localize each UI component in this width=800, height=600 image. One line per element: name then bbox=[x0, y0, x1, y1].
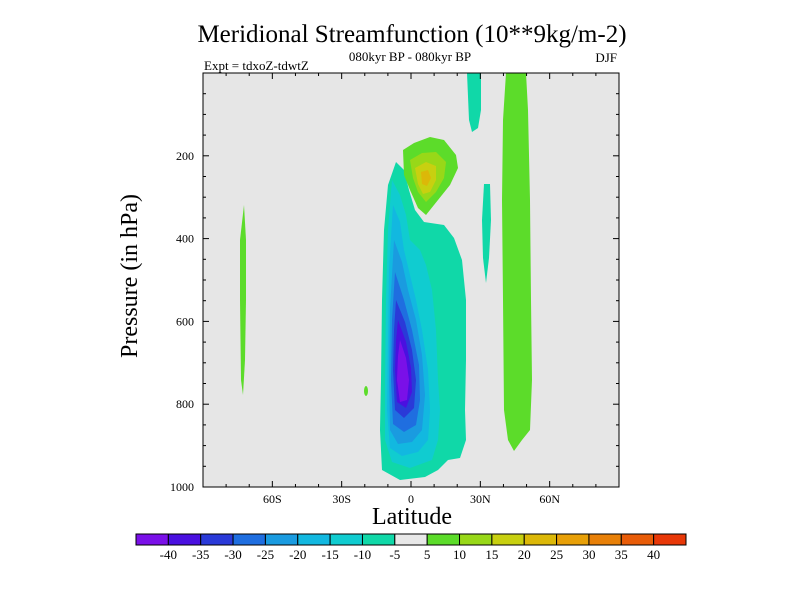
colorbar-swatch bbox=[361, 533, 396, 546]
colorbar-label: 30 bbox=[582, 547, 595, 562]
x-tick-labels: 60S 30S 0 30N 60N bbox=[263, 492, 560, 506]
colorbar-swatch bbox=[297, 533, 331, 546]
contour-mid-negative-strip bbox=[482, 184, 491, 283]
y-tick-label: 1000 bbox=[170, 480, 194, 494]
colorbar-swatch bbox=[653, 533, 687, 546]
chart-title: Meridional Streamfunction (10**9kg/m-2) bbox=[197, 21, 626, 48]
colorbar-label: 25 bbox=[550, 547, 563, 562]
contour-negative-level-40 bbox=[397, 340, 409, 402]
colorbar bbox=[135, 533, 687, 546]
x-tick-label: 60N bbox=[539, 492, 560, 506]
colorbar-label: -35 bbox=[192, 547, 209, 562]
x-tick-label: 0 bbox=[408, 492, 414, 506]
x-axis-label: Latitude bbox=[372, 504, 452, 530]
colorbar-label: -10 bbox=[354, 547, 371, 562]
colorbar-swatch bbox=[264, 533, 299, 546]
y-tick-label: 600 bbox=[176, 314, 194, 328]
contour-southern-positive-strip bbox=[240, 205, 246, 395]
x-tick-label: 30S bbox=[332, 492, 351, 506]
contour-small-positive-dot bbox=[364, 386, 368, 396]
x-tick-label: 60S bbox=[263, 492, 282, 506]
colorbar-label: 35 bbox=[615, 547, 628, 562]
colorbar-swatch bbox=[523, 533, 558, 546]
colorbar-swatch bbox=[232, 533, 266, 546]
contour-upper-negative-strip bbox=[467, 73, 481, 132]
colorbar-swatch bbox=[135, 533, 169, 546]
colorbar-label: -20 bbox=[289, 547, 306, 562]
plot-area bbox=[202, 72, 620, 488]
colorbar-swatch bbox=[491, 533, 525, 546]
y-tick-label: 400 bbox=[176, 232, 194, 246]
colorbar-swatch bbox=[394, 533, 428, 546]
colorbar-label: 10 bbox=[453, 547, 466, 562]
chart-subtitle-center: 080kyr BP - 080kyr BP bbox=[349, 49, 471, 64]
colorbar-label: 40 bbox=[647, 547, 660, 562]
colorbar-labels: -40 -35 -30 -25 -20 -15 -10 -5 5 10 15 20 25 30 35 40 bbox=[160, 547, 660, 562]
x-tick-label: 30N bbox=[470, 492, 491, 506]
colorbar-swatch bbox=[329, 533, 363, 546]
colorbar-label: 5 bbox=[424, 547, 431, 562]
y-tick-label: 200 bbox=[176, 149, 194, 163]
colorbar-swatch bbox=[459, 533, 493, 546]
colorbar-swatch bbox=[200, 533, 234, 546]
colorbar-swatch bbox=[620, 533, 655, 546]
colorbar-label: -5 bbox=[389, 547, 400, 562]
contour-northern-positive-band bbox=[502, 73, 532, 451]
chart-subtitle-left: Expt = tdxoZ-tdwtZ bbox=[204, 58, 309, 73]
chart-subtitle-right: DJF bbox=[595, 50, 617, 65]
contour-positive-level-20 bbox=[421, 170, 431, 186]
y-tick-labels: 200 400 600 800 1000 bbox=[170, 149, 194, 494]
colorbar-label: -15 bbox=[321, 547, 338, 562]
colorbar-label: -40 bbox=[160, 547, 177, 562]
y-tick-label: 800 bbox=[176, 397, 194, 411]
y-axis-label: Pressure (in hPa) bbox=[117, 194, 143, 358]
colorbar-label: 15 bbox=[485, 547, 498, 562]
axis-ticks bbox=[202, 72, 620, 488]
colorbar-label: -30 bbox=[224, 547, 241, 562]
colorbar-swatch bbox=[556, 533, 590, 546]
colorbar-swatch bbox=[167, 533, 202, 546]
colorbar-label: -25 bbox=[257, 547, 274, 562]
colorbar-swatch bbox=[426, 533, 461, 546]
colorbar-label: 20 bbox=[518, 547, 531, 562]
colorbar-swatch bbox=[588, 533, 622, 546]
